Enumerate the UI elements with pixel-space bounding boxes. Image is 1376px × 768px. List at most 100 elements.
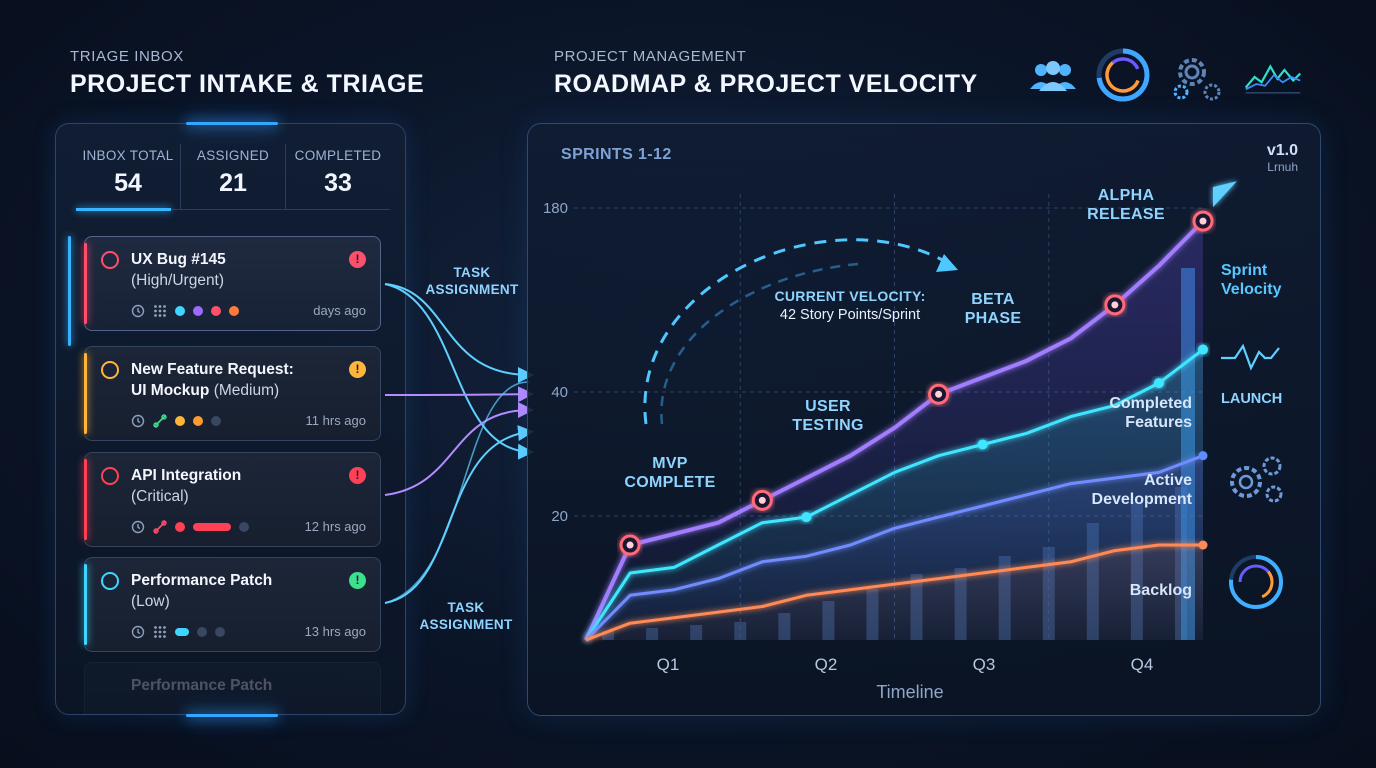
velocity-arc-arrow xyxy=(936,254,958,272)
y-tick-label: 40 xyxy=(551,384,568,401)
progress-pill xyxy=(193,523,231,531)
milestone-alpha-label: ALPHA RELEASE xyxy=(1087,187,1165,223)
series-line xyxy=(584,454,1204,642)
stat-label: INBOX TOTAL xyxy=(82,148,174,163)
clock-icon xyxy=(131,520,145,534)
grid-icon xyxy=(154,626,166,638)
task-assignment-label-top: TASK ASSIGNMENT xyxy=(425,265,519,297)
tag-dot xyxy=(229,306,239,316)
settings-gears-icon[interactable] xyxy=(1224,456,1286,506)
task-assignment-label-bottom: TASK ASSIGNMENT xyxy=(419,600,513,632)
milestone-marker-core xyxy=(1111,301,1119,309)
link-icon xyxy=(153,414,167,428)
stat-value: 54 xyxy=(114,169,142,197)
priority-accent xyxy=(84,459,87,540)
chart-heading: SPRINTS 1-12 xyxy=(561,146,672,163)
card-meta xyxy=(131,625,225,639)
status-circle-icon[interactable] xyxy=(101,251,119,269)
alert-badge-icon: ! xyxy=(349,572,366,589)
clock-icon xyxy=(131,414,145,428)
progress-pill xyxy=(175,628,189,636)
stat-label: ASSIGNED xyxy=(196,148,270,163)
priority-accent xyxy=(84,564,87,645)
status-circle-icon[interactable] xyxy=(101,361,119,379)
launch-progress-ring-icon[interactable] xyxy=(1227,553,1285,611)
milestone-marker-core xyxy=(758,496,766,504)
triage-inbox-panel: INBOX TOTAL 54 ASSIGNED 21 COMPLETED 33 … xyxy=(55,123,406,715)
data-point xyxy=(977,439,988,450)
card-title: UX Bug #145 (High/Urgent) xyxy=(131,251,226,289)
tag-dot xyxy=(215,627,225,637)
x-tick-label: Q1 xyxy=(657,655,680,674)
card-title: Performance Patch (Low) xyxy=(131,572,273,610)
inbox-card-ux-bug[interactable]: UX Bug #145 (High/Urgent) ! days ago xyxy=(84,236,381,331)
roadmap-chart-panel: SPRINTS 1-12 v1.0 Lrnuh 20 40 180 Q1 Q2 Q3 Q4 T… xyxy=(527,123,1321,716)
data-point xyxy=(1198,451,1208,461)
data-point xyxy=(1198,344,1208,355)
data-point xyxy=(801,512,812,523)
card-title: API Integration (Critical) xyxy=(131,467,242,505)
clock-icon xyxy=(131,625,145,639)
inbox-card-performance-patch[interactable]: Performance Patch (Low) ! 13 hrs ago xyxy=(84,557,381,652)
current-velocity: CURRENT VELOCITY: 42 Story Points/Sprint xyxy=(750,288,950,323)
panel-glow xyxy=(186,122,278,125)
velocity-chart[interactable]: 20 40 180 Q1 Q2 Q3 Q4 Timeline xyxy=(528,124,1321,716)
series-line xyxy=(584,219,1205,641)
gears-icon[interactable] xyxy=(1168,48,1226,106)
pm-subtitle: PROJECT MANAGEMENT xyxy=(554,48,747,65)
card-timestamp: days ago xyxy=(313,303,366,318)
stat-value: 21 xyxy=(219,169,247,197)
priority-accent xyxy=(84,243,87,324)
card-timestamp: 12 hrs ago xyxy=(304,519,366,534)
grid-icon xyxy=(154,305,166,317)
launch-label: LAUNCH xyxy=(1221,391,1283,407)
version-label: v1.0 xyxy=(1266,142,1298,159)
milestone-marker-core xyxy=(935,390,943,398)
velocity-value: 42 Story Points/Sprint xyxy=(779,307,921,323)
tag-dot xyxy=(211,306,221,316)
alert-badge-icon: ! xyxy=(349,361,366,378)
milestone-user-testing-label: USER TESTING xyxy=(792,398,864,434)
wave-graph-icon[interactable] xyxy=(1244,48,1302,106)
x-tick-label: Q3 xyxy=(973,655,996,674)
link-icon xyxy=(153,520,167,534)
sprint-velocity-label: Sprint Velocity xyxy=(1221,262,1282,298)
task-assignment-flows xyxy=(384,283,534,604)
x-axis-label: Timeline xyxy=(876,682,943,702)
tag-dot xyxy=(197,627,207,637)
status-circle-icon[interactable] xyxy=(101,467,119,485)
velocity-arc xyxy=(643,238,951,425)
status-circle-icon[interactable] xyxy=(101,572,119,590)
version-sublabel: Lrnuh xyxy=(1267,160,1298,174)
progress-ring-icon[interactable] xyxy=(1094,46,1152,104)
milestone-beta-label: BETA PHASE xyxy=(964,291,1022,327)
tag-dot xyxy=(211,416,221,426)
inbox-card-api-integration[interactable]: API Integration (Critical) ! 12 hrs ago xyxy=(84,452,381,547)
stat-value: 33 xyxy=(324,169,352,197)
series-line xyxy=(585,543,1203,642)
team-icon[interactable] xyxy=(1024,48,1082,106)
tag-dot xyxy=(239,522,249,532)
stat-completed[interactable]: COMPLETED 33 xyxy=(285,144,390,209)
y-tick-label: 180 xyxy=(543,200,568,217)
data-point xyxy=(1198,540,1208,550)
x-tick-label: Q4 xyxy=(1131,655,1154,674)
card-title: Performance Patch xyxy=(131,677,273,694)
completed-features-label: Completed Features xyxy=(1109,395,1192,431)
triage-title: PROJECT INTAKE & TRIAGE xyxy=(70,70,425,98)
launch-pulse-icon xyxy=(1221,343,1280,371)
panel-glow xyxy=(186,714,278,717)
series-line xyxy=(584,348,1204,641)
pm-title: ROADMAP & PROJECT VELOCITY xyxy=(554,70,978,98)
card-meta xyxy=(131,304,239,318)
tag-dot xyxy=(193,306,203,316)
active-tab-underline xyxy=(76,208,171,211)
scroll-indicator[interactable] xyxy=(68,236,71,346)
velocity-label: CURRENT VELOCITY: xyxy=(774,288,926,304)
stat-inbox-total[interactable]: INBOX TOTAL 54 xyxy=(76,144,180,211)
card-meta xyxy=(131,520,249,534)
stat-assigned[interactable]: ASSIGNED 21 xyxy=(180,144,285,209)
card-timestamp: 11 hrs ago xyxy=(305,413,366,428)
inbox-card-hidden[interactable]: Performance Patch xyxy=(84,662,381,714)
inbox-card-feature-request[interactable]: New Feature Request: UI Mockup (Medium) !… xyxy=(84,346,381,441)
